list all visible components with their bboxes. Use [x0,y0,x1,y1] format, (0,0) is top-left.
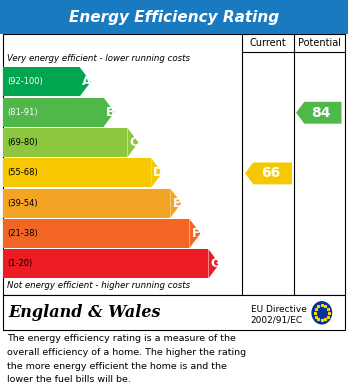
Text: 2002/91/EC: 2002/91/EC [251,315,303,325]
Bar [3,128,127,157]
Bar [3,188,170,218]
Circle shape [311,301,332,325]
Polygon shape [189,219,200,248]
Text: (1-20): (1-20) [8,259,33,268]
Bar [3,98,104,127]
Bar [3,34,345,295]
Text: (69-80): (69-80) [8,138,38,147]
Text: EU Directive: EU Directive [251,305,307,314]
Text: G: G [210,257,221,270]
Text: Potential: Potential [298,38,341,48]
Text: B: B [106,106,115,118]
Text: 84: 84 [311,106,331,120]
Bar [3,249,208,278]
Text: the more energy efficient the home is and the: the more energy efficient the home is an… [7,362,227,371]
Text: 66: 66 [261,167,280,180]
Text: F: F [192,227,200,240]
Text: (55-68): (55-68) [8,168,38,178]
Polygon shape [245,163,292,184]
Text: overall efficiency of a home. The higher the rating: overall efficiency of a home. The higher… [7,348,246,357]
Text: Not energy efficient - higher running costs: Not energy efficient - higher running co… [7,281,190,290]
Polygon shape [151,158,162,187]
Bar [3,295,345,330]
Text: Current: Current [250,38,286,48]
Text: (21-38): (21-38) [8,229,38,238]
Bar [0,0,348,34]
Text: England & Wales: England & Wales [9,304,161,321]
Text: (81-91): (81-91) [8,108,38,117]
Text: Energy Efficiency Rating: Energy Efficiency Rating [69,10,279,25]
Bar [3,219,189,248]
Text: D: D [153,166,163,179]
Polygon shape [104,98,114,127]
Text: (92-100): (92-100) [8,77,44,86]
Text: C: C [130,136,139,149]
Text: The energy efficiency rating is a measure of the: The energy efficiency rating is a measur… [7,334,236,343]
Text: E: E [173,197,181,210]
Text: lower the fuel bills will be.: lower the fuel bills will be. [7,375,131,384]
Text: (39-54): (39-54) [8,199,38,208]
Polygon shape [296,102,341,124]
Bar [3,67,80,97]
Polygon shape [170,188,181,218]
Bar [3,158,151,187]
Text: Very energy efficient - lower running costs: Very energy efficient - lower running co… [7,54,190,63]
Polygon shape [208,249,220,278]
Polygon shape [127,128,139,157]
Polygon shape [80,67,91,97]
Text: A: A [82,75,92,88]
